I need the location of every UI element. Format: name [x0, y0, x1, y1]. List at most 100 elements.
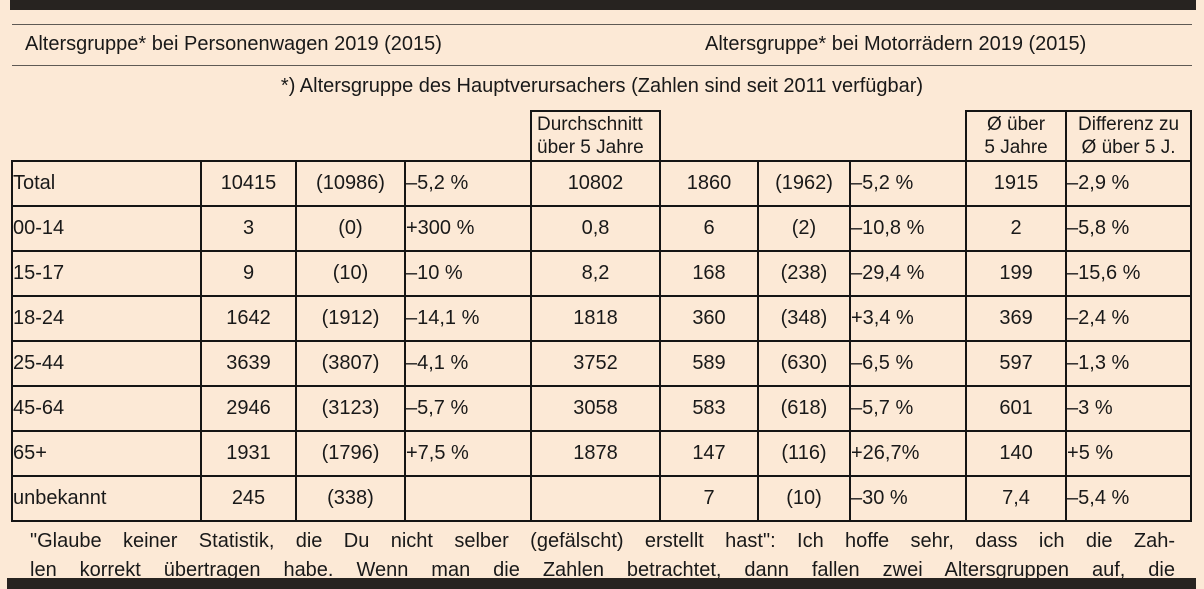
table-row: 18-24 1642 (1912) –14,1 % 1818 360 (348)… — [11, 295, 1193, 342]
cell-moto-difference: –5,4 % — [1065, 475, 1193, 522]
cell-moto-2019: 168 — [659, 250, 759, 297]
cell-car-percent: +7,5 % — [404, 430, 532, 477]
cell-moto-difference: –2,9 % — [1065, 160, 1193, 207]
cell-moto-average: 7,4 — [965, 475, 1068, 522]
cell-moto-difference: –3 % — [1065, 385, 1193, 432]
cell-moto-percent: +3,4 % — [848, 295, 968, 342]
cell-moto-average: 1915 — [965, 160, 1068, 207]
cell-car-percent — [404, 475, 532, 522]
cell-moto-2019: 147 — [659, 430, 759, 477]
cell-car-2019: 1931 — [200, 430, 297, 477]
header-top-rule — [12, 24, 1192, 25]
cell-moto-difference: –2,4 % — [1065, 295, 1193, 342]
cell-car-2015: (10) — [295, 250, 406, 297]
table-row: unbekannt 245 (338) 7 (10) –30 % 7,4 –5,… — [11, 475, 1193, 522]
cell-car-average — [530, 475, 661, 522]
cell-car-average: 1878 — [530, 430, 661, 477]
cell-car-percent: –14,1 % — [404, 295, 532, 342]
cell-car-2015: (3807) — [295, 340, 406, 387]
column-header-car-average: Durchschnitt über 5 Jahre — [530, 110, 661, 161]
cell-age-group: 18-24 — [11, 295, 202, 342]
cell-age-group: 25-44 — [11, 340, 202, 387]
cell-car-2019: 245 — [200, 475, 297, 522]
cell-car-2015: (1912) — [295, 295, 406, 342]
cell-moto-percent: –5,2 % — [848, 160, 968, 207]
cell-car-average: 0,8 — [530, 205, 661, 252]
cell-car-2019: 9 — [200, 250, 297, 297]
top-dark-bar — [10, 0, 1196, 10]
cell-moto-difference: +5 % — [1065, 430, 1193, 477]
footer-paragraph: "Glaube keiner Statistik, die Du nicht s… — [30, 527, 1175, 585]
cell-car-average: 8,2 — [530, 250, 661, 297]
bottom-dark-bar — [7, 578, 1196, 589]
table-body: Total 10415 (10986) –5,2 % 10802 1860 (1… — [11, 160, 1193, 522]
cell-moto-average: 2 — [965, 205, 1068, 252]
cell-car-average: 1818 — [530, 295, 661, 342]
cell-moto-percent: –30 % — [848, 475, 968, 522]
header-bottom-rule — [12, 65, 1192, 66]
cell-moto-2019: 1860 — [659, 160, 759, 207]
cell-age-group: 65+ — [11, 430, 202, 477]
cell-moto-2019: 360 — [659, 295, 759, 342]
cell-car-percent: –10 % — [404, 250, 532, 297]
cell-car-percent: –4,1 % — [404, 340, 532, 387]
cell-moto-2019: 589 — [659, 340, 759, 387]
cell-car-percent: –5,7 % — [404, 385, 532, 432]
cell-moto-difference: –15,6 % — [1065, 250, 1193, 297]
cell-car-2015: (10986) — [295, 160, 406, 207]
column-header-moto-average: Ø über 5 Jahre — [965, 110, 1068, 161]
accident-statistics-table: Durchschnitt über 5 Jahre Ø über 5 Jahre… — [11, 110, 1193, 522]
cell-moto-2019: 6 — [659, 205, 759, 252]
cell-moto-average: 369 — [965, 295, 1068, 342]
cell-moto-average: 199 — [965, 250, 1068, 297]
cell-moto-percent: –29,4 % — [848, 250, 968, 297]
cell-moto-2015: (2) — [757, 205, 851, 252]
cell-age-group: 00-14 — [11, 205, 202, 252]
cell-car-average: 10802 — [530, 160, 661, 207]
cell-moto-2015: (238) — [757, 250, 851, 297]
table-row: 25-44 3639 (3807) –4,1 % 3752 589 (630) … — [11, 340, 1193, 387]
cell-age-group: 15-17 — [11, 250, 202, 297]
car-section-title: Altersgruppe* bei Personenwagen 2019 (20… — [25, 33, 442, 55]
empty-header-cell — [12, 111, 531, 161]
cell-moto-2015: (116) — [757, 430, 851, 477]
cell-car-percent: +300 % — [404, 205, 532, 252]
cell-moto-percent: +26,7% — [848, 430, 968, 477]
cell-moto-percent: –6,5 % — [848, 340, 968, 387]
cell-moto-2015: (630) — [757, 340, 851, 387]
cell-car-2015: (0) — [295, 205, 406, 252]
empty-header-cell — [660, 111, 966, 161]
cell-moto-percent: –5,7 % — [848, 385, 968, 432]
cell-moto-average: 601 — [965, 385, 1068, 432]
cell-car-2019: 10415 — [200, 160, 297, 207]
table-row: 15-17 9 (10) –10 % 8,2 168 (238) –29,4 %… — [11, 250, 1193, 297]
cell-moto-2015: (348) — [757, 295, 851, 342]
cell-moto-2019: 7 — [659, 475, 759, 522]
cell-age-group: unbekannt — [11, 475, 202, 522]
cell-moto-average: 140 — [965, 430, 1068, 477]
cell-moto-2015: (618) — [757, 385, 851, 432]
cell-car-2015: (338) — [295, 475, 406, 522]
cell-moto-2015: (10) — [757, 475, 851, 522]
table-row: 45-64 2946 (3123) –5,7 % 3058 583 (618) … — [11, 385, 1193, 432]
footer-line-1: "Glaube keiner Statistik, die Du nicht s… — [30, 530, 1175, 552]
table-row: 00-14 3 (0) +300 % 0,8 6 (2) –10,8 % 2 –… — [11, 205, 1193, 252]
cell-moto-difference: –1,3 % — [1065, 340, 1193, 387]
cell-moto-difference: –5,8 % — [1065, 205, 1193, 252]
cell-moto-percent: –10,8 % — [848, 205, 968, 252]
cell-car-percent: –5,2 % — [404, 160, 532, 207]
column-header-row: Durchschnitt über 5 Jahre Ø über 5 Jahre… — [12, 110, 1193, 161]
cell-car-average: 3058 — [530, 385, 661, 432]
table-row: 65+ 1931 (1796) +7,5 % 1878 147 (116) +2… — [11, 430, 1193, 477]
cell-moto-average: 597 — [965, 340, 1068, 387]
cell-age-group: Total — [11, 160, 202, 207]
column-header-moto-difference: Differenz zu Ø über 5 J. — [1065, 110, 1193, 161]
cell-car-2015: (1796) — [295, 430, 406, 477]
cell-moto-2019: 583 — [659, 385, 759, 432]
cell-car-2019: 1642 — [200, 295, 297, 342]
cell-car-2019: 3 — [200, 205, 297, 252]
table-row: Total 10415 (10986) –5,2 % 10802 1860 (1… — [11, 160, 1193, 207]
cell-car-2019: 2946 — [200, 385, 297, 432]
cell-car-2019: 3639 — [200, 340, 297, 387]
